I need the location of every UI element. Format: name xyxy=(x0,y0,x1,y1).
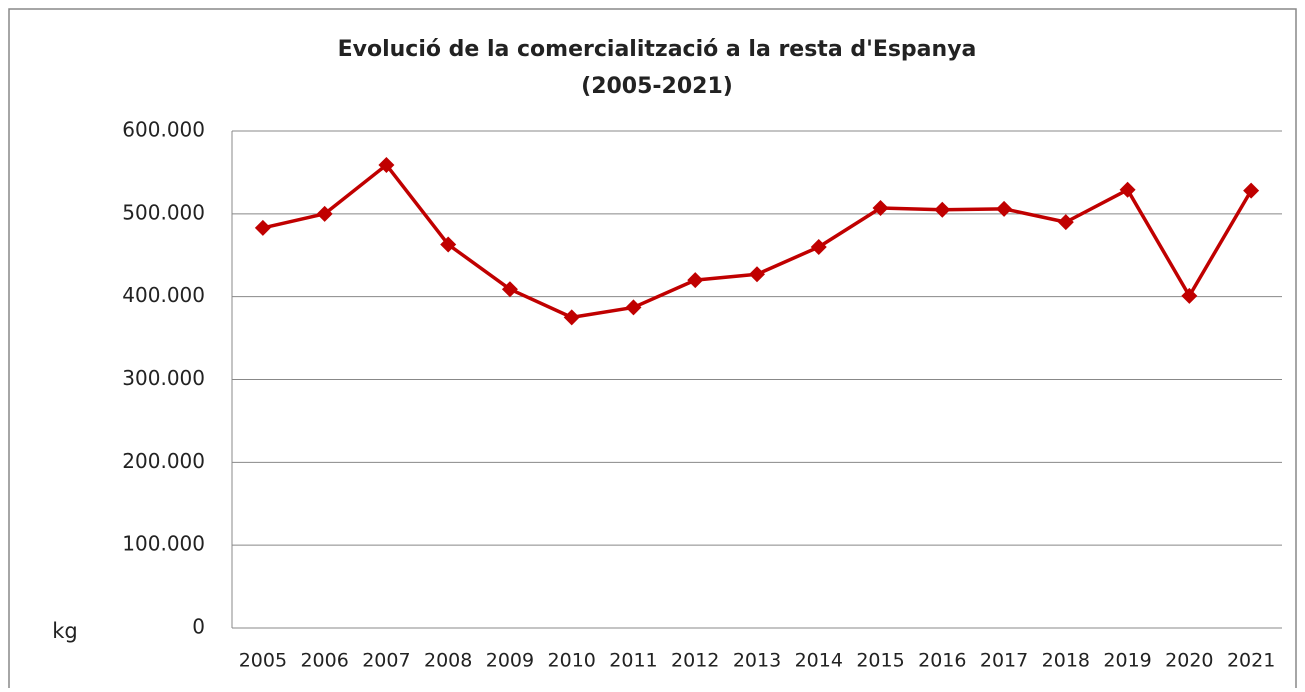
chart-subtitle: (2005-2021) xyxy=(581,74,733,99)
data-point xyxy=(440,236,457,253)
x-tick-label: 2019 xyxy=(1103,650,1151,672)
y-axis-label: kg xyxy=(52,619,78,643)
chart-title: Evolució de la comercialització a la res… xyxy=(338,37,977,62)
data-point xyxy=(934,201,951,218)
data-point xyxy=(1243,182,1260,199)
data-point xyxy=(254,219,271,236)
data-point xyxy=(563,309,580,326)
y-tick-label: 600.000 xyxy=(122,118,205,142)
x-tick-label: 2009 xyxy=(486,650,534,672)
x-tick-label: 2012 xyxy=(671,650,719,672)
data-point xyxy=(687,272,704,289)
x-tick-label: 2006 xyxy=(300,650,348,672)
y-tick-label: 400.000 xyxy=(122,283,205,307)
data-point xyxy=(316,205,333,222)
y-tick-label: 500.000 xyxy=(122,200,205,224)
data-point xyxy=(810,238,827,255)
data-point xyxy=(872,200,889,217)
x-tick-label: 2015 xyxy=(856,650,904,672)
y-tick-label: 0 xyxy=(192,615,205,639)
x-tick-label: 2020 xyxy=(1165,650,1213,672)
x-tick-label: 2008 xyxy=(424,650,472,672)
data-point xyxy=(1181,287,1198,304)
data-point xyxy=(996,200,1013,217)
x-tick-label: 2016 xyxy=(918,650,966,672)
chart-frame xyxy=(8,8,1297,692)
y-tick-label: 300.000 xyxy=(122,366,205,390)
data-point xyxy=(1119,181,1136,198)
data-point xyxy=(625,299,642,316)
data-point xyxy=(749,266,765,283)
data-point xyxy=(378,156,395,173)
x-tick-label: 2021 xyxy=(1227,650,1275,672)
x-tick-label: 2017 xyxy=(980,650,1028,672)
x-tick-label: 2018 xyxy=(1042,650,1090,672)
y-tick-label: 100.000 xyxy=(122,532,205,556)
x-tick-label: 2014 xyxy=(795,650,843,672)
data-point xyxy=(1057,214,1074,231)
x-tick-label: 2010 xyxy=(548,650,596,672)
y-tick-label: 200.000 xyxy=(122,449,205,473)
x-tick-label: 2011 xyxy=(609,650,657,672)
x-tick-label: 2005 xyxy=(239,650,287,672)
x-tick-label: 2013 xyxy=(733,650,781,672)
data-point xyxy=(501,281,518,298)
x-tick-label: 2007 xyxy=(362,650,410,672)
